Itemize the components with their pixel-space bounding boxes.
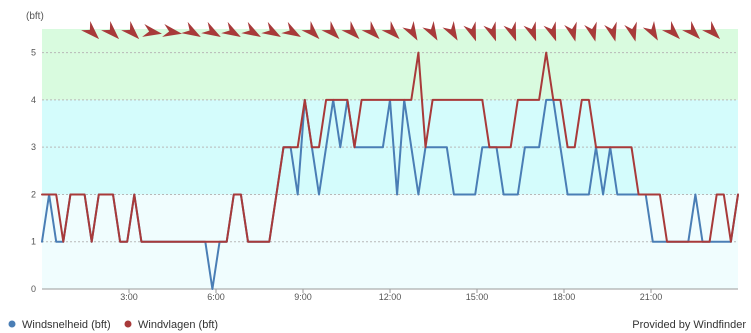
wind-direction-arrow-31 (702, 21, 721, 40)
legend-marker-windsnelheid (8, 320, 16, 328)
wind-direction-arrow-13 (341, 21, 360, 40)
x-tick-label-5: 18:00 (553, 292, 576, 302)
y-tick-label-3: 3 (31, 142, 36, 152)
wind-direction-arrow-9 (261, 21, 281, 37)
wind-direction-arrow-16 (402, 20, 418, 41)
wind-direction-arrow-2 (121, 21, 140, 40)
y-tick-label-4: 4 (31, 95, 36, 105)
wind-direction-arrows (81, 20, 721, 42)
wind-direction-arrow-18 (442, 20, 458, 41)
axis-labels: (bft) 0 1 2 3 4 5 3:00 6:00 9:00 12:00 15:00 18:00 2… (26, 11, 662, 302)
x-tick-label-1: 6:00 (207, 292, 225, 302)
x-tick-label-0: 3:00 (120, 292, 138, 302)
wind-direction-arrow-23 (543, 21, 557, 42)
series-lines (41, 51, 739, 290)
y-tick-label-1: 1 (31, 237, 36, 247)
y-tick-label-0: 0 (31, 284, 36, 294)
wind-direction-arrow-7 (221, 21, 241, 37)
wind-direction-arrow-17 (422, 20, 438, 41)
wind-direction-arrow-14 (361, 21, 380, 40)
windfinder-credit[interactable]: Provided by Windfinder (632, 319, 746, 331)
legend-label-windsnelheid[interactable]: Windsnelheid (bft) (22, 319, 111, 331)
wind-direction-arrow-6 (201, 21, 221, 37)
wind-direction-arrow-3 (142, 24, 162, 37)
wind-direction-arrow-24 (564, 21, 577, 42)
wind-direction-arrow-10 (281, 21, 301, 37)
wind-direction-arrow-0 (81, 21, 100, 40)
y-axis-unit-label: (bft) (26, 11, 44, 22)
wind-direction-arrow-26 (604, 21, 617, 42)
y-tick-label-2: 2 (31, 189, 36, 199)
wind-direction-arrow-8 (241, 21, 261, 37)
wind-direction-arrow-30 (682, 21, 701, 40)
x-tick-label-2: 9:00 (294, 292, 312, 302)
y-tick-label-5: 5 (31, 48, 36, 58)
legend-marker-windvlagen (124, 320, 132, 328)
wind-direction-arrow-4 (162, 24, 182, 37)
wind-direction-arrow-22 (523, 21, 537, 42)
wind-direction-arrow-19 (463, 21, 477, 42)
wind-direction-arrow-21 (503, 21, 517, 42)
wind-direction-arrow-1 (101, 21, 120, 40)
wind-direction-arrow-11 (301, 21, 320, 40)
legend: Windsnelheid (bft) Windvlagen (bft) Prov… (8, 319, 746, 331)
wind-direction-arrow-12 (321, 21, 340, 40)
wind-direction-arrow-5 (181, 21, 201, 37)
x-tick-label-3: 12:00 (379, 292, 402, 302)
wind-direction-arrow-15 (381, 21, 400, 40)
x-tick-label-4: 15:00 (466, 292, 489, 302)
series-line-1[interactable] (41, 51, 739, 243)
legend-label-windvlagen[interactable]: Windvlagen (bft) (138, 319, 218, 331)
wind-direction-arrow-27 (624, 21, 637, 42)
band-2 (42, 29, 738, 100)
wind-direction-arrow-28 (642, 20, 658, 41)
wind-direction-arrow-25 (584, 21, 597, 42)
x-tick-label-6: 21:00 (640, 292, 663, 302)
wind-direction-arrow-29 (661, 21, 680, 40)
wind-direction-arrow-20 (483, 21, 497, 42)
